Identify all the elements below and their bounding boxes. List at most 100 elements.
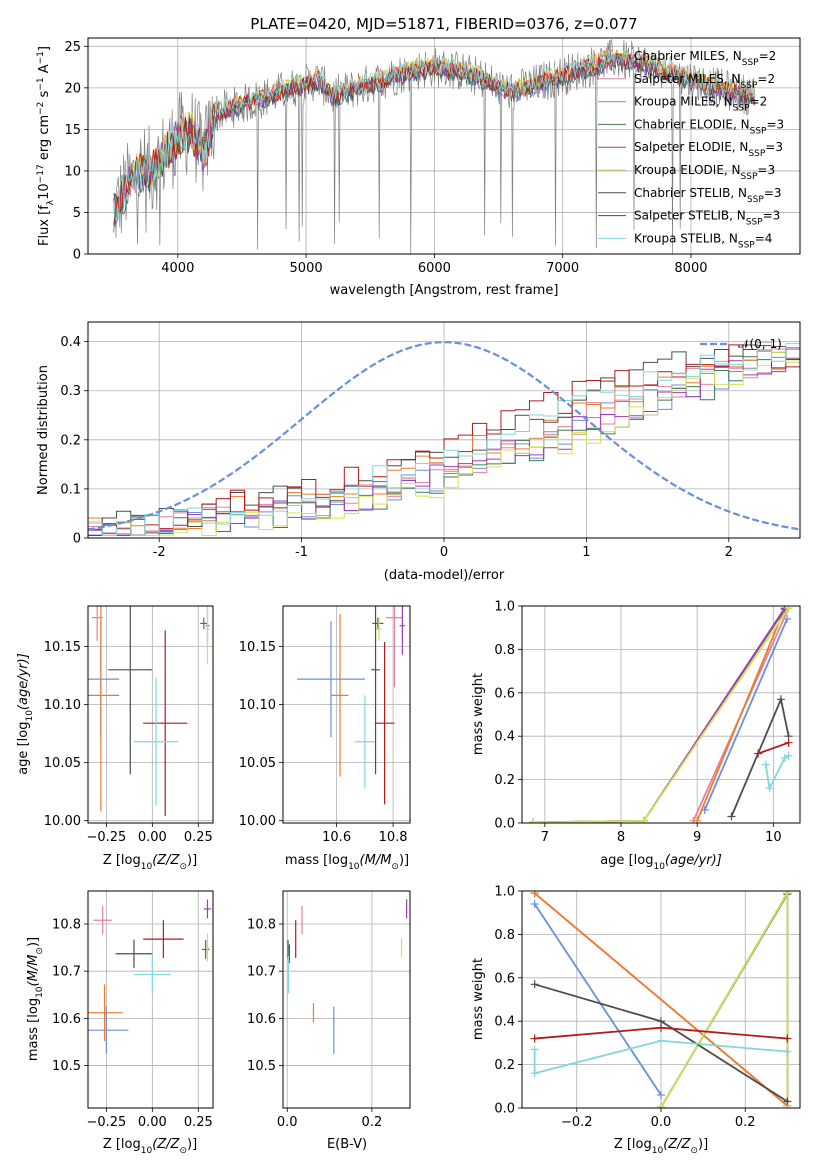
x-axis-label: Z [log10(Z/Z⊙)] [614, 1137, 708, 1156]
series-chabrier_stelib [727, 695, 793, 821]
x-axis-label: E(B-V) [327, 1137, 367, 1152]
errorbar-chabrier_elodie [200, 617, 208, 630]
errorbar-kroupa_elodie [205, 606, 210, 665]
marker [639, 816, 648, 823]
y-tick-label: 0.0 [494, 817, 515, 832]
marker [530, 891, 539, 898]
axes-mass_vs_ebv: 0.0 0.2 10.5 10.6 10.7 10.8 E(B-V) [247, 890, 411, 1152]
errorbar-kroupa_miles [88, 606, 120, 812]
series-chabrier_miles [530, 900, 665, 1099]
y-axis-label: mass [log10(M/M⊙)] [26, 937, 45, 1061]
x-tick-label: −0.25 [86, 1115, 126, 1130]
y-tick-label: 1.0 [494, 885, 515, 900]
errorbar-kroupa_elodie [376, 617, 382, 641]
errorbar-chabrier_miles [88, 1006, 129, 1054]
x-tick-label: 8000 [674, 261, 707, 276]
grid [283, 606, 410, 823]
histogram-kroupa_stelib [88, 341, 800, 537]
marker [784, 751, 793, 760]
y-tick-label: 1.0 [494, 600, 515, 615]
legend-entry-kroupa_stelib: Kroupa STELIB, NSSP=4 [634, 231, 772, 250]
series-chabrier_elodie [529, 606, 789, 823]
y-tick-label: 0.3 [60, 384, 81, 399]
y-tick-label: 10.05 [239, 756, 276, 771]
marker [783, 1034, 792, 1043]
legend-entry-chabrier_stelib: Chabrier STELIB, NSSP=3 [634, 186, 782, 205]
errorbar-salpeter_miles [386, 606, 403, 688]
grid [522, 605, 800, 824]
marker [783, 1047, 792, 1056]
errorbar-kroupa_stelib [354, 695, 375, 789]
y-tick-label: 10.00 [44, 814, 81, 829]
model-line-kroupa_stelib [113, 49, 756, 222]
x-tick-label: 10 [765, 830, 782, 845]
legend-entry-salpeter_elodie: Salpeter ELODIE, NSSP=3 [634, 140, 783, 159]
marker [657, 1090, 665, 1099]
y-tick-label: 15 [64, 123, 81, 138]
y-tick-label: 5 [73, 206, 81, 221]
grid [88, 322, 800, 539]
legend-entry-salpeter_stelib: Salpeter STELIB, NSSP=3 [634, 209, 780, 228]
y-axis-label: Normed distribution [36, 365, 51, 495]
y-tick-label: 10.10 [44, 698, 81, 713]
errorbar-chabrier_stelib [371, 606, 380, 775]
histogram-salpeter_stelib [88, 344, 800, 536]
legend-entry-kroupa_elodie: Kroupa ELODIE, NSSP=3 [634, 163, 775, 182]
y-tick-label: 0.4 [494, 1015, 515, 1030]
axes-frame [282, 890, 411, 1109]
y-tick-label: 0.6 [494, 686, 515, 701]
plot-area [88, 606, 210, 817]
errorbar-salpeter_elodie [399, 606, 406, 655]
y-tick-label: 10.15 [239, 640, 276, 655]
y-tick-label: 0.2 [60, 433, 81, 448]
y-tick-label: 10.5 [247, 1059, 276, 1074]
y-axis-label: Flux [fλ10−17 erg cm−2 s−1 A−1] [36, 46, 56, 246]
marker [761, 760, 770, 769]
y-tick-label: 10.6 [52, 1012, 81, 1027]
legend-entry-kroupa_miles: Kroupa MILES, NSSP=2 [634, 95, 767, 114]
x-tick-label: 10.8 [379, 830, 408, 845]
x-tick-label: 5000 [290, 261, 323, 276]
x-tick-label: 7000 [546, 261, 579, 276]
x-tick-label: 10.6 [322, 830, 351, 845]
series-salpeter_stelib [530, 1023, 792, 1043]
x-tick-label: −0.2 [561, 1115, 593, 1130]
plot-area [113, 39, 756, 254]
marker [657, 1023, 665, 1032]
x-tick-label: 0.25 [184, 1115, 213, 1130]
legend-entry-chabrier_miles: Chabrier MILES, NSSP=2 [634, 49, 776, 68]
y-tick-label: 0.4 [60, 335, 81, 350]
y-tick-label: 10 [64, 164, 81, 179]
grid [88, 891, 213, 1108]
x-axis-label: (data-model)/error [384, 568, 505, 583]
chart-title: PLATE=0420, MJD=51871, FIBERID=0376, z=0… [250, 15, 637, 33]
marker [784, 738, 793, 747]
legend-entry-gaussian: 𝒩(0, 1) [738, 337, 782, 351]
y-tick-label: 10.10 [239, 698, 276, 713]
marker [529, 818, 538, 823]
errorbar-chabrier_miles [297, 621, 365, 738]
x-axis-label: mass [log10(M/M⊙)] [285, 853, 409, 872]
y-tick-label: 10.7 [247, 965, 276, 980]
x-tick-label: 4000 [161, 261, 194, 276]
x-tick-label: −0.25 [86, 830, 126, 845]
x-tick-label: 9 [693, 830, 701, 845]
legend-entry-chabrier_elodie: Chabrier ELODIE, NSSP=3 [634, 117, 784, 136]
y-tick-label: 0 [73, 532, 81, 547]
axes-frame [87, 37, 801, 255]
series-salpeter_elodie [529, 606, 789, 823]
x-tick-label: 7 [541, 830, 549, 845]
gaussian-curve [88, 341, 800, 531]
legend-entry-salpeter_miles: Salpeter MILES, NSSP=2 [634, 72, 775, 91]
series-kroupa_stelib [530, 1036, 792, 1078]
x-tick-label: 0.2 [362, 1115, 383, 1130]
histogram-salpeter_elodie [88, 347, 800, 537]
errorbar-chabrier_stelib [108, 606, 153, 775]
plot-area [88, 899, 212, 1054]
marker [784, 606, 793, 613]
errorbar-kroupa_stelib [133, 677, 179, 806]
errorbar-salpeter_stelib [143, 630, 188, 817]
plot-area [88, 341, 800, 537]
grid [88, 606, 213, 823]
